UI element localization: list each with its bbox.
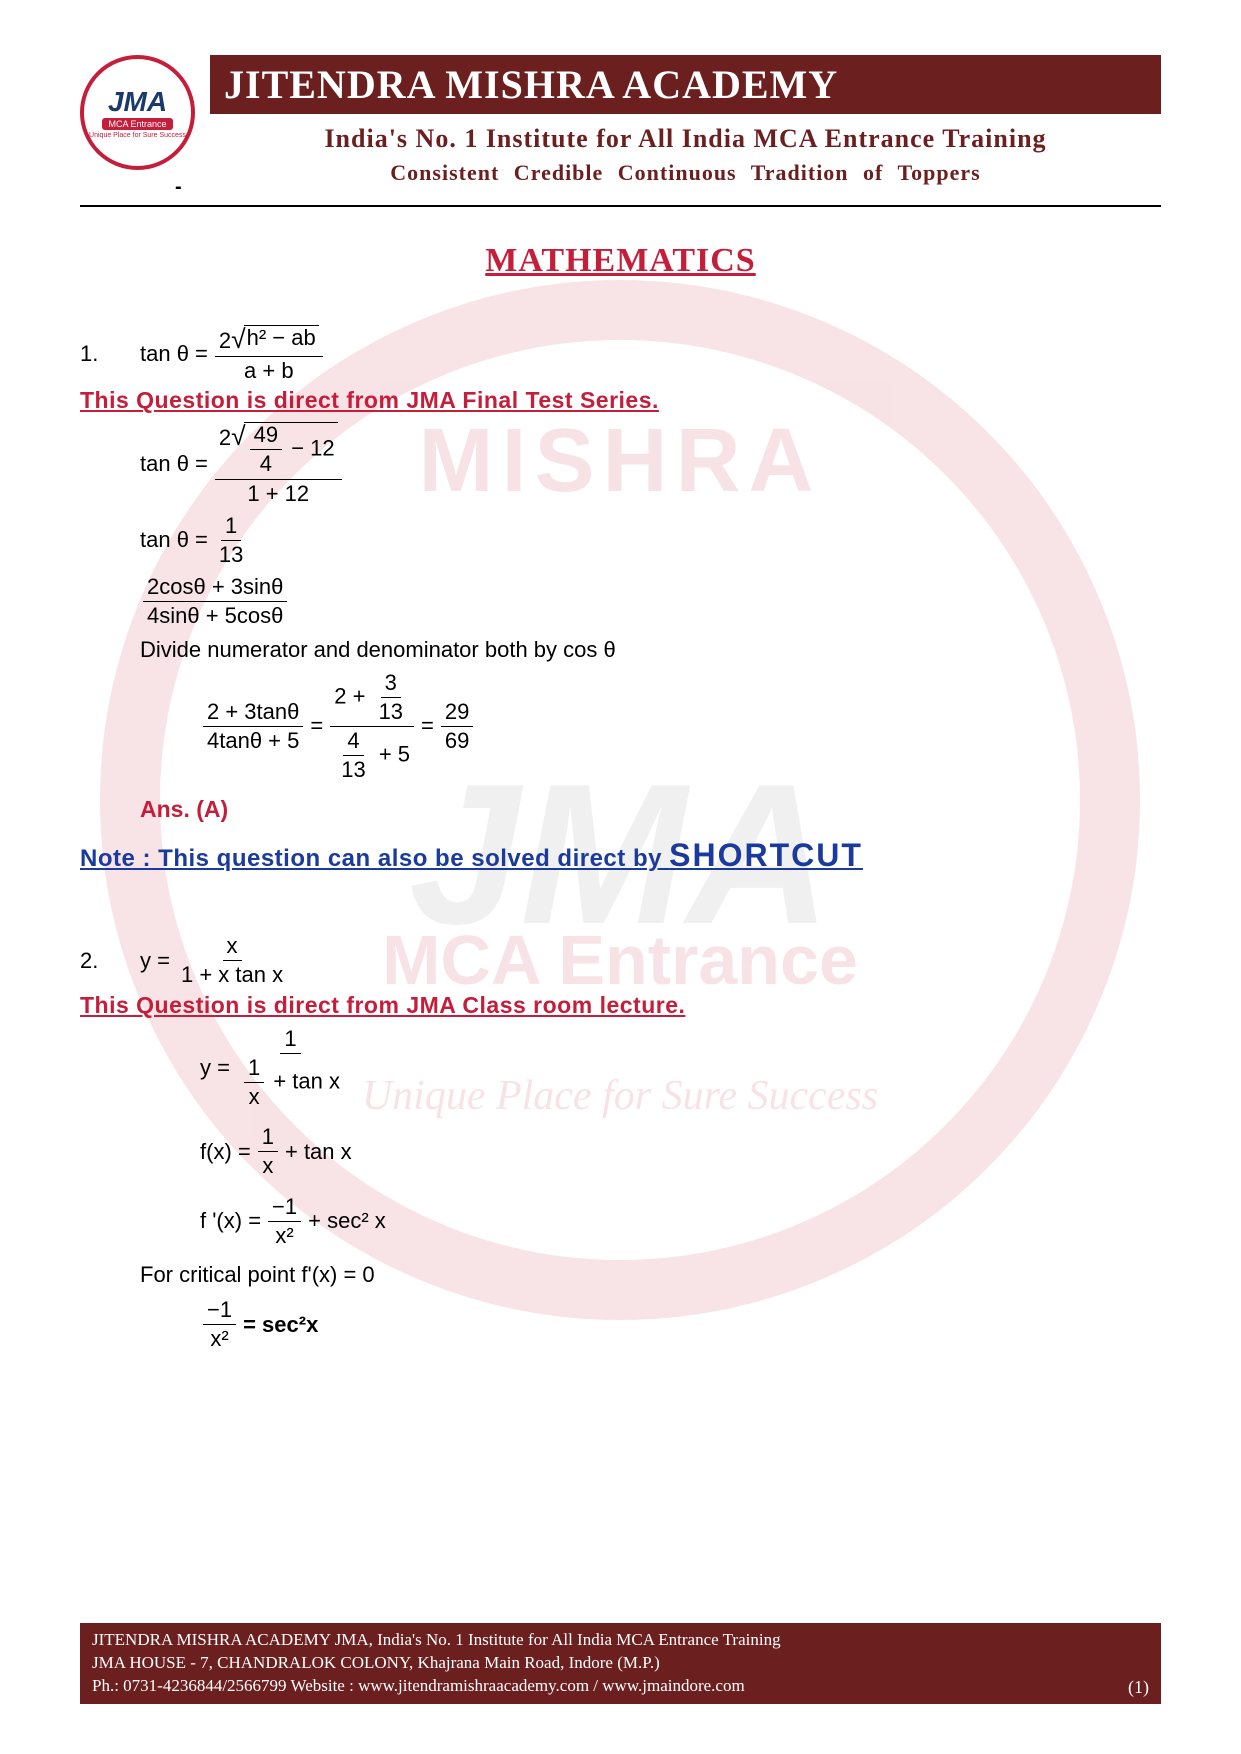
page: JMA MCA Entrance Unique Place for Sure S… [0, 0, 1241, 1351]
q1-step5: 2 + 3tanθ 4tanθ + 5 = 2 + 313 413 + 5 = … [200, 671, 1161, 783]
footer: JITENDRA MISHRA ACADEMY JMA, India's No.… [80, 1623, 1161, 1704]
q2-step4: For critical point f'(x) = 0 [140, 1262, 1161, 1288]
q1-note: This Question is direct from JMA Final T… [80, 387, 1161, 414]
q2-number: 2. [80, 948, 140, 974]
shortcut-label: SHORTCUT [669, 837, 863, 873]
logo: JMA MCA Entrance Unique Place for Sure S… [80, 55, 195, 170]
q2-step2: f(x) = 1 x + tan x [200, 1125, 1161, 1178]
footer-line2: JMA HOUSE - 7, CHANDRALOK COLONY, Khajra… [92, 1652, 1128, 1675]
logo-sub: MCA Entrance [102, 118, 172, 130]
q1-lhs: tan θ = [140, 341, 208, 367]
content: 1. tan θ = 2h² − ab a + b This Question … [80, 325, 1161, 1351]
q1-answer: Ans. (A) [140, 796, 1161, 823]
header-rule [80, 205, 1161, 207]
q1-number: 1. [80, 341, 140, 367]
page-number: (1) [1128, 1677, 1149, 1698]
footer-line3: Ph.: 0731-4236844/2566799 Website : www.… [92, 1675, 1128, 1698]
academy-subtitle: India's No. 1 Institute for All India MC… [210, 124, 1161, 154]
q1-formula: tan θ = 2h² − ab a + b [140, 325, 326, 383]
q1-step1: tan θ = 2494 − 12 1 + 12 [140, 422, 1161, 506]
academy-tagline: Consistent Credible Continuous Tradition… [210, 160, 1161, 186]
logo-ribbon: Unique Place for Sure Success [89, 132, 186, 139]
page-title: MATHEMATICS [80, 242, 1161, 280]
q1-step2: tan θ = 1 13 [140, 514, 1161, 567]
q1-note2: Note : This question can also be solved … [80, 837, 1161, 874]
q2-step3: f '(x) = −1 x² + sec² x [200, 1195, 1161, 1248]
header: JMA MCA Entrance Unique Place for Sure S… [80, 55, 1161, 186]
q2-step1: y = 1 1x + tan x [200, 1027, 1161, 1110]
q2-row: 2. y = x 1 + x tan x [80, 934, 1161, 987]
logo-text: JMA [108, 86, 167, 118]
q2-formula: y = x 1 + x tan x [140, 934, 290, 987]
q2-step5: −1 x² = sec²x [200, 1298, 1161, 1351]
q1-step4: Divide numerator and denominator both by… [140, 637, 1161, 663]
q1-step3: 2cosθ + 3sinθ 4sinθ + 5cosθ [140, 575, 1161, 628]
q2-note: This Question is direct from JMA Class r… [80, 992, 1161, 1019]
footer-line1: JITENDRA MISHRA ACADEMY JMA, India's No.… [92, 1629, 1128, 1652]
q1-row: 1. tan θ = 2h² − ab a + b [80, 325, 1161, 383]
academy-title: JITENDRA MISHRA ACADEMY [210, 55, 1161, 114]
